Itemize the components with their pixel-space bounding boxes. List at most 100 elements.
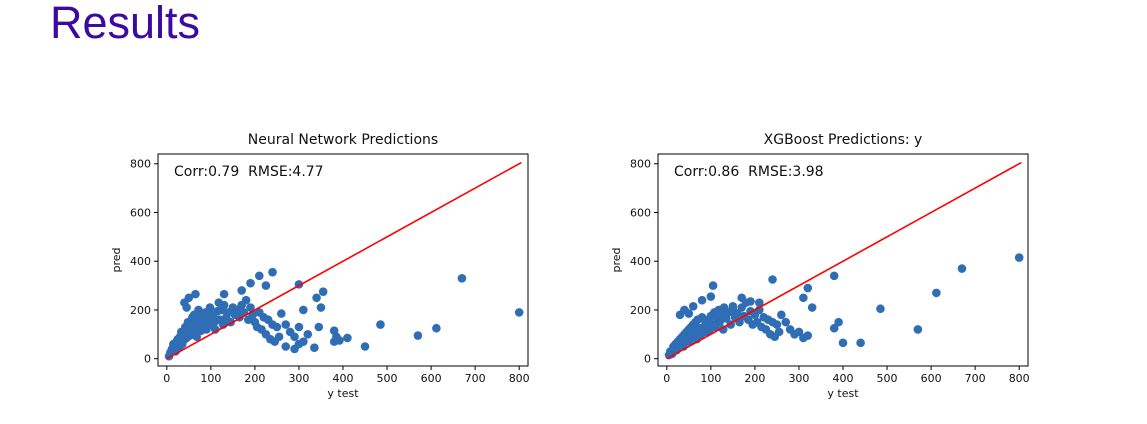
nn-xtick-label: 700 [465,372,486,385]
xgb-data-point [719,304,729,314]
nn-data-point [299,305,308,315]
xgb-data-point [777,310,786,320]
nn-xtick-label: 100 [200,372,221,385]
nn-data-point [277,309,286,318]
xgb-data-point [768,275,777,284]
nn-plot-frame [157,153,529,367]
nn-data-point [192,332,202,342]
xgb-data-point [746,297,755,306]
xgb-xtick-label: 700 [965,372,986,385]
nn-data-point [514,308,524,317]
nn-data-point [184,293,194,303]
nn-data-point [376,320,385,329]
xgb-ytick-label: 600 [630,206,651,219]
xgb-ytick-label: 400 [630,255,651,268]
xgb-data-point [913,325,923,334]
nn-metrics-annotation: Corr:0.79 RMSE:4.77 [174,164,324,180]
nn-ylabel: pred [110,247,123,272]
nn-xlabel: y test [327,387,359,400]
nn-xtick-label: 500 [377,372,398,385]
xgb-reference-line [666,161,1022,360]
xgb-data-point [834,317,843,327]
nn-data-point [343,333,352,343]
xgb-data-point [829,323,839,333]
nn-points-layer [164,267,524,361]
xgb-xtick-label: 200 [744,372,765,385]
xgb-ylabel: pred [610,247,623,272]
xgb-xlabel: y test [827,387,859,400]
nn-xtick-label: 600 [421,372,442,385]
nn-data-point [241,295,251,305]
nn-data-point [237,286,246,295]
xgb-xtick-label: 500 [877,372,898,385]
xgb-data-point [781,317,791,327]
nn-data-point [246,303,255,312]
xgb-data-point [715,317,724,327]
xgb-data-point [732,309,742,318]
nn-data-point [329,326,339,335]
xgb-data-point [803,331,813,340]
nn-predictions-chart: Neural Network Predictions 0 100 200 300 400 5… [110,132,530,400]
xgb-data-point [794,327,804,337]
xgb-ytick-label: 200 [630,304,651,317]
xgb-title: XGBoost Predictions: y [764,132,923,148]
nn-data-point [281,320,291,329]
xgb-plot-frame [657,153,1029,367]
page-title: Results [50,0,201,48]
nn-ytick-label: 800 [130,158,151,171]
nn-data-point [246,278,255,288]
nn-xtick-label: 300 [288,372,309,385]
nn-data-point [432,323,441,333]
nn-data-point [294,339,304,349]
xgb-points-layer [664,253,1024,360]
nn-data-point [290,332,299,342]
nn-data-point [219,300,229,310]
xgb-data-point [957,264,967,273]
nn-data-point [312,293,321,303]
nn-data-point [360,342,370,351]
xgb-xtick-label: 400 [833,372,854,385]
xgb-data-point [856,338,865,348]
xgb-data-point [728,301,738,311]
xgb-data-point [932,288,941,298]
nn-data-point [413,331,423,340]
xgb-ytick-label: 0 [644,353,651,366]
xgb-data-point [706,292,716,301]
nn-data-point [310,343,319,353]
xgb-data-point [708,281,718,290]
nn-xtick-label: 400 [333,372,354,385]
nn-ytick-label: 600 [130,206,151,219]
nn-data-point [303,330,313,339]
nn-data-point [272,322,282,332]
xgb-data-point [829,271,839,281]
xgb-data-point [838,338,848,348]
nn-data-point [294,322,304,332]
xgb-xtick-label: 100 [700,372,721,385]
nn-ytick-label: 200 [130,304,151,317]
nn-data-point [318,287,328,296]
xgb-xtick-label: 800 [1009,372,1030,385]
xgb-data-point [803,283,813,293]
nn-data-point [281,342,291,351]
xgb-xtick-label: 600 [921,372,942,385]
xgb-data-point [799,293,808,303]
nn-data-point [457,273,467,283]
xgb-data-point [774,327,784,337]
xgb-data-point [684,309,694,318]
nn-data-point [255,271,264,281]
nn-data-point [261,281,271,290]
xgb-data-point [718,325,728,334]
nn-data-point [182,303,191,312]
xgb-data-point [807,303,817,312]
xgb-data-point [876,304,885,314]
nn-reference-line [166,161,522,360]
nn-ytick-label: 0 [144,353,151,366]
xgb-data-point [697,295,707,305]
nn-data-point [219,289,229,299]
nn-data-point [314,322,324,332]
xgb-data-point [772,320,782,329]
nn-data-point [316,303,326,312]
nn-title: Neural Network Predictions [248,132,438,148]
nn-data-point [335,336,344,345]
nn-data-point [205,303,215,312]
